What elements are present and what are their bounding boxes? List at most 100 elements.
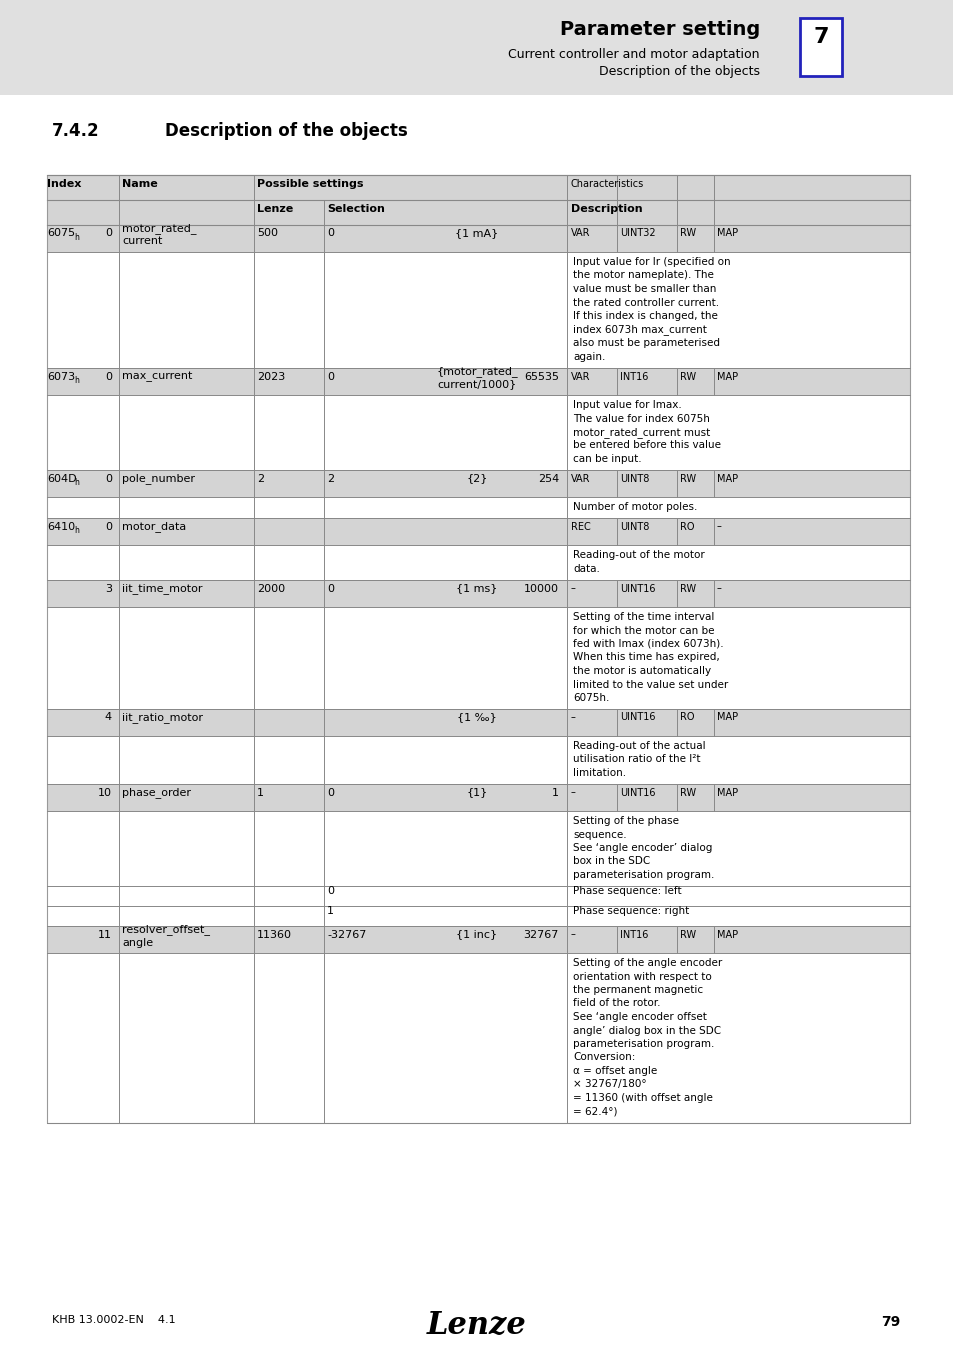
Text: Lenze: Lenze: [256, 204, 293, 215]
Text: 7: 7: [812, 27, 828, 47]
Text: current/1000}: current/1000}: [436, 379, 517, 390]
Text: {2}: {2}: [466, 474, 487, 483]
Text: Input value for Imax.: Input value for Imax.: [573, 400, 681, 410]
Text: angle’ dialog box in the SDC: angle’ dialog box in the SDC: [573, 1026, 720, 1035]
Text: INT16: INT16: [619, 930, 648, 940]
Bar: [47, 176, 909, 200]
Text: utilisation ratio of the I²t: utilisation ratio of the I²t: [573, 755, 700, 764]
Text: 6073: 6073: [47, 371, 75, 382]
Bar: [0, 95, 953, 1305]
Text: UINT16: UINT16: [619, 713, 655, 722]
Text: Description of the objects: Description of the objects: [165, 122, 407, 140]
Text: If this index is changed, the: If this index is changed, the: [573, 310, 717, 321]
Text: h: h: [74, 478, 79, 487]
Text: orientation with respect to: orientation with respect to: [573, 972, 711, 981]
Text: phase_order: phase_order: [122, 787, 191, 798]
Text: resolver_offset_: resolver_offset_: [122, 923, 210, 936]
Text: 6410: 6410: [47, 521, 75, 532]
Text: UINT16: UINT16: [619, 787, 655, 798]
Text: Phase sequence: right: Phase sequence: right: [573, 906, 688, 917]
Bar: [47, 545, 909, 580]
Text: {1 mA}: {1 mA}: [455, 228, 498, 239]
Bar: [800, 18, 841, 76]
Text: iit_time_motor: iit_time_motor: [122, 583, 202, 594]
Text: for which the motor can be: for which the motor can be: [573, 625, 714, 636]
Text: See ‘angle encoder offset: See ‘angle encoder offset: [573, 1012, 706, 1022]
Text: MAP: MAP: [717, 371, 738, 382]
Text: When this time has expired,: When this time has expired,: [573, 652, 719, 663]
Text: angle: angle: [122, 937, 153, 948]
Text: again.: again.: [573, 351, 605, 362]
Text: 65535: 65535: [523, 371, 558, 382]
Bar: [47, 497, 909, 518]
Text: 0: 0: [327, 371, 334, 382]
Bar: [47, 518, 909, 545]
Text: Reading-out of the actual: Reading-out of the actual: [573, 741, 705, 751]
Text: Setting of the time interval: Setting of the time interval: [573, 612, 714, 622]
Bar: [47, 580, 909, 608]
Text: –: –: [717, 521, 721, 532]
Text: field of the rotor.: field of the rotor.: [573, 999, 659, 1008]
Text: Description: Description: [571, 204, 642, 215]
Text: {1 ‰}: {1 ‰}: [456, 713, 497, 722]
Text: MAP: MAP: [717, 787, 738, 798]
Text: index 6073h max_current: index 6073h max_current: [573, 324, 706, 335]
Text: h: h: [74, 234, 79, 242]
Text: 32767: 32767: [523, 930, 558, 940]
Text: RW: RW: [679, 228, 696, 239]
Text: value must be smaller than: value must be smaller than: [573, 284, 716, 294]
Text: box in the SDC: box in the SDC: [573, 856, 650, 867]
Text: Possible settings: Possible settings: [256, 180, 363, 189]
Text: -32767: -32767: [327, 930, 366, 940]
Text: 1: 1: [327, 906, 334, 917]
Text: –: –: [571, 787, 576, 798]
Text: 2: 2: [327, 474, 334, 483]
Text: 10: 10: [98, 787, 112, 798]
Text: MAP: MAP: [717, 930, 738, 940]
Text: VAR: VAR: [571, 474, 590, 483]
Bar: [47, 608, 909, 709]
Text: 0: 0: [327, 886, 334, 896]
Text: MAP: MAP: [717, 713, 738, 722]
Text: Reading-out of the motor: Reading-out of the motor: [573, 549, 704, 560]
Text: 6075: 6075: [47, 228, 75, 239]
Text: 2000: 2000: [256, 583, 285, 594]
Text: MAP: MAP: [717, 228, 738, 239]
Text: KHB 13.0002-EN    4.1: KHB 13.0002-EN 4.1: [52, 1315, 175, 1324]
Text: UINT8: UINT8: [619, 474, 649, 483]
Text: RO: RO: [679, 713, 694, 722]
Text: data.: data.: [573, 563, 599, 574]
Text: also must be parameterised: also must be parameterised: [573, 338, 720, 348]
Text: 254: 254: [537, 474, 558, 483]
Text: parameterisation program.: parameterisation program.: [573, 1040, 714, 1049]
Text: current: current: [122, 236, 162, 247]
Text: motor_data: motor_data: [122, 521, 186, 532]
Text: iit_ratio_motor: iit_ratio_motor: [122, 711, 203, 724]
Text: the rated controller current.: the rated controller current.: [573, 297, 719, 308]
Text: –: –: [571, 583, 576, 594]
Text: can be input.: can be input.: [573, 454, 641, 464]
Text: pole_number: pole_number: [122, 472, 194, 483]
Text: 0: 0: [105, 474, 112, 483]
Text: RW: RW: [679, 787, 696, 798]
Text: {1 inc}: {1 inc}: [456, 930, 497, 940]
Text: Name: Name: [122, 180, 157, 189]
Text: MAP: MAP: [717, 474, 738, 483]
Text: REC: REC: [571, 521, 590, 532]
Text: = 62.4°): = 62.4°): [573, 1107, 617, 1116]
Text: 11360: 11360: [256, 930, 292, 940]
Text: motor_rated_current must: motor_rated_current must: [573, 427, 709, 437]
Text: Conversion:: Conversion:: [573, 1053, 635, 1062]
Text: UINT32: UINT32: [619, 228, 655, 239]
Bar: [47, 369, 909, 396]
Text: h: h: [74, 377, 79, 385]
Bar: [47, 200, 909, 225]
Text: UINT8: UINT8: [619, 521, 649, 532]
Text: 3: 3: [105, 583, 112, 594]
Text: 0: 0: [105, 228, 112, 239]
Text: Description of the objects: Description of the objects: [598, 65, 760, 78]
Text: 1: 1: [552, 787, 558, 798]
Text: {1 ms}: {1 ms}: [456, 583, 497, 594]
Text: 0: 0: [327, 583, 334, 594]
Text: {1}: {1}: [466, 787, 487, 798]
